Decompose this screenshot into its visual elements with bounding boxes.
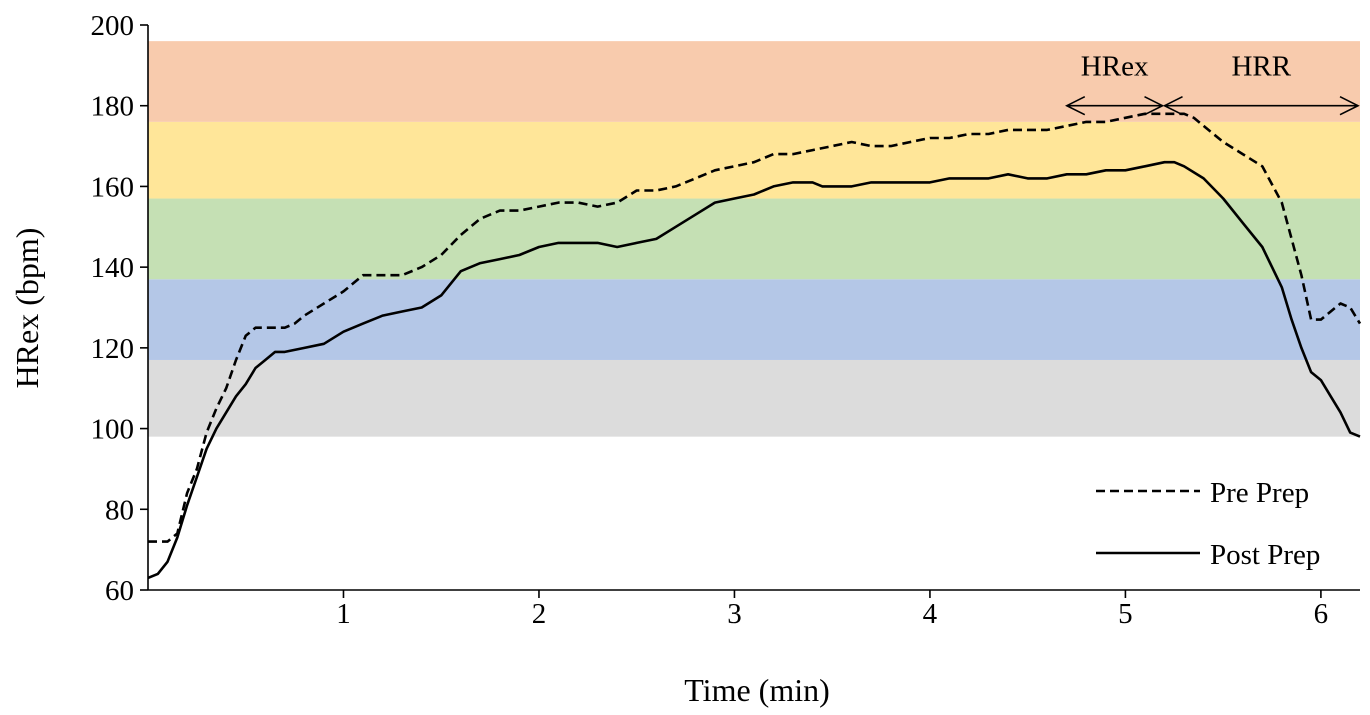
y-tick-label: 80 xyxy=(105,494,134,526)
series-line-post-prep xyxy=(147,160,1361,580)
series-line-pre-prep xyxy=(148,112,1362,543)
y-tick-label: 60 xyxy=(105,575,134,607)
annotation-label-hrr: HRR xyxy=(1231,51,1291,83)
x-tick-label: 5 xyxy=(1118,598,1133,630)
legend-post-prep-label: Post Prep xyxy=(1210,539,1320,571)
x-tick-label: 2 xyxy=(532,598,547,630)
y-axis-title: HRex (bpm) xyxy=(9,228,45,389)
hr-zone-bands xyxy=(148,41,1360,437)
annotations: HRex HRR xyxy=(1064,51,1360,116)
legend-pre-prep-label: Pre Prep xyxy=(1210,477,1309,509)
x-axis-title: Time (min) xyxy=(684,672,830,708)
x-tick-label: 4 xyxy=(923,598,938,630)
x-tick-label: 3 xyxy=(727,598,742,630)
y-tick-label: 200 xyxy=(91,10,135,42)
y-tick-label: 180 xyxy=(91,91,135,123)
y-tick-label: 100 xyxy=(91,414,135,446)
axes: 60 80 100 120 140 160 180 200 1 2 3 4 5 6 xyxy=(91,10,1360,630)
x-tick-label: 1 xyxy=(336,598,351,630)
hr-zone-band-5 xyxy=(148,41,1360,122)
hr-zone-band-3 xyxy=(148,198,1360,280)
hr-zone-band-2 xyxy=(148,279,1360,360)
x-tick-label: 6 xyxy=(1314,598,1329,630)
series-lines xyxy=(147,112,1362,580)
y-tick-label: 160 xyxy=(91,171,135,203)
hr-zone-band-4 xyxy=(148,121,1360,199)
annotation-label-hrex: HRex xyxy=(1081,51,1149,83)
y-tick-label: 120 xyxy=(91,333,135,365)
legend: Pre Prep Post Prep xyxy=(1096,477,1320,571)
hr-zone-band-1 xyxy=(148,359,1360,437)
y-tick-label: 140 xyxy=(91,252,135,284)
